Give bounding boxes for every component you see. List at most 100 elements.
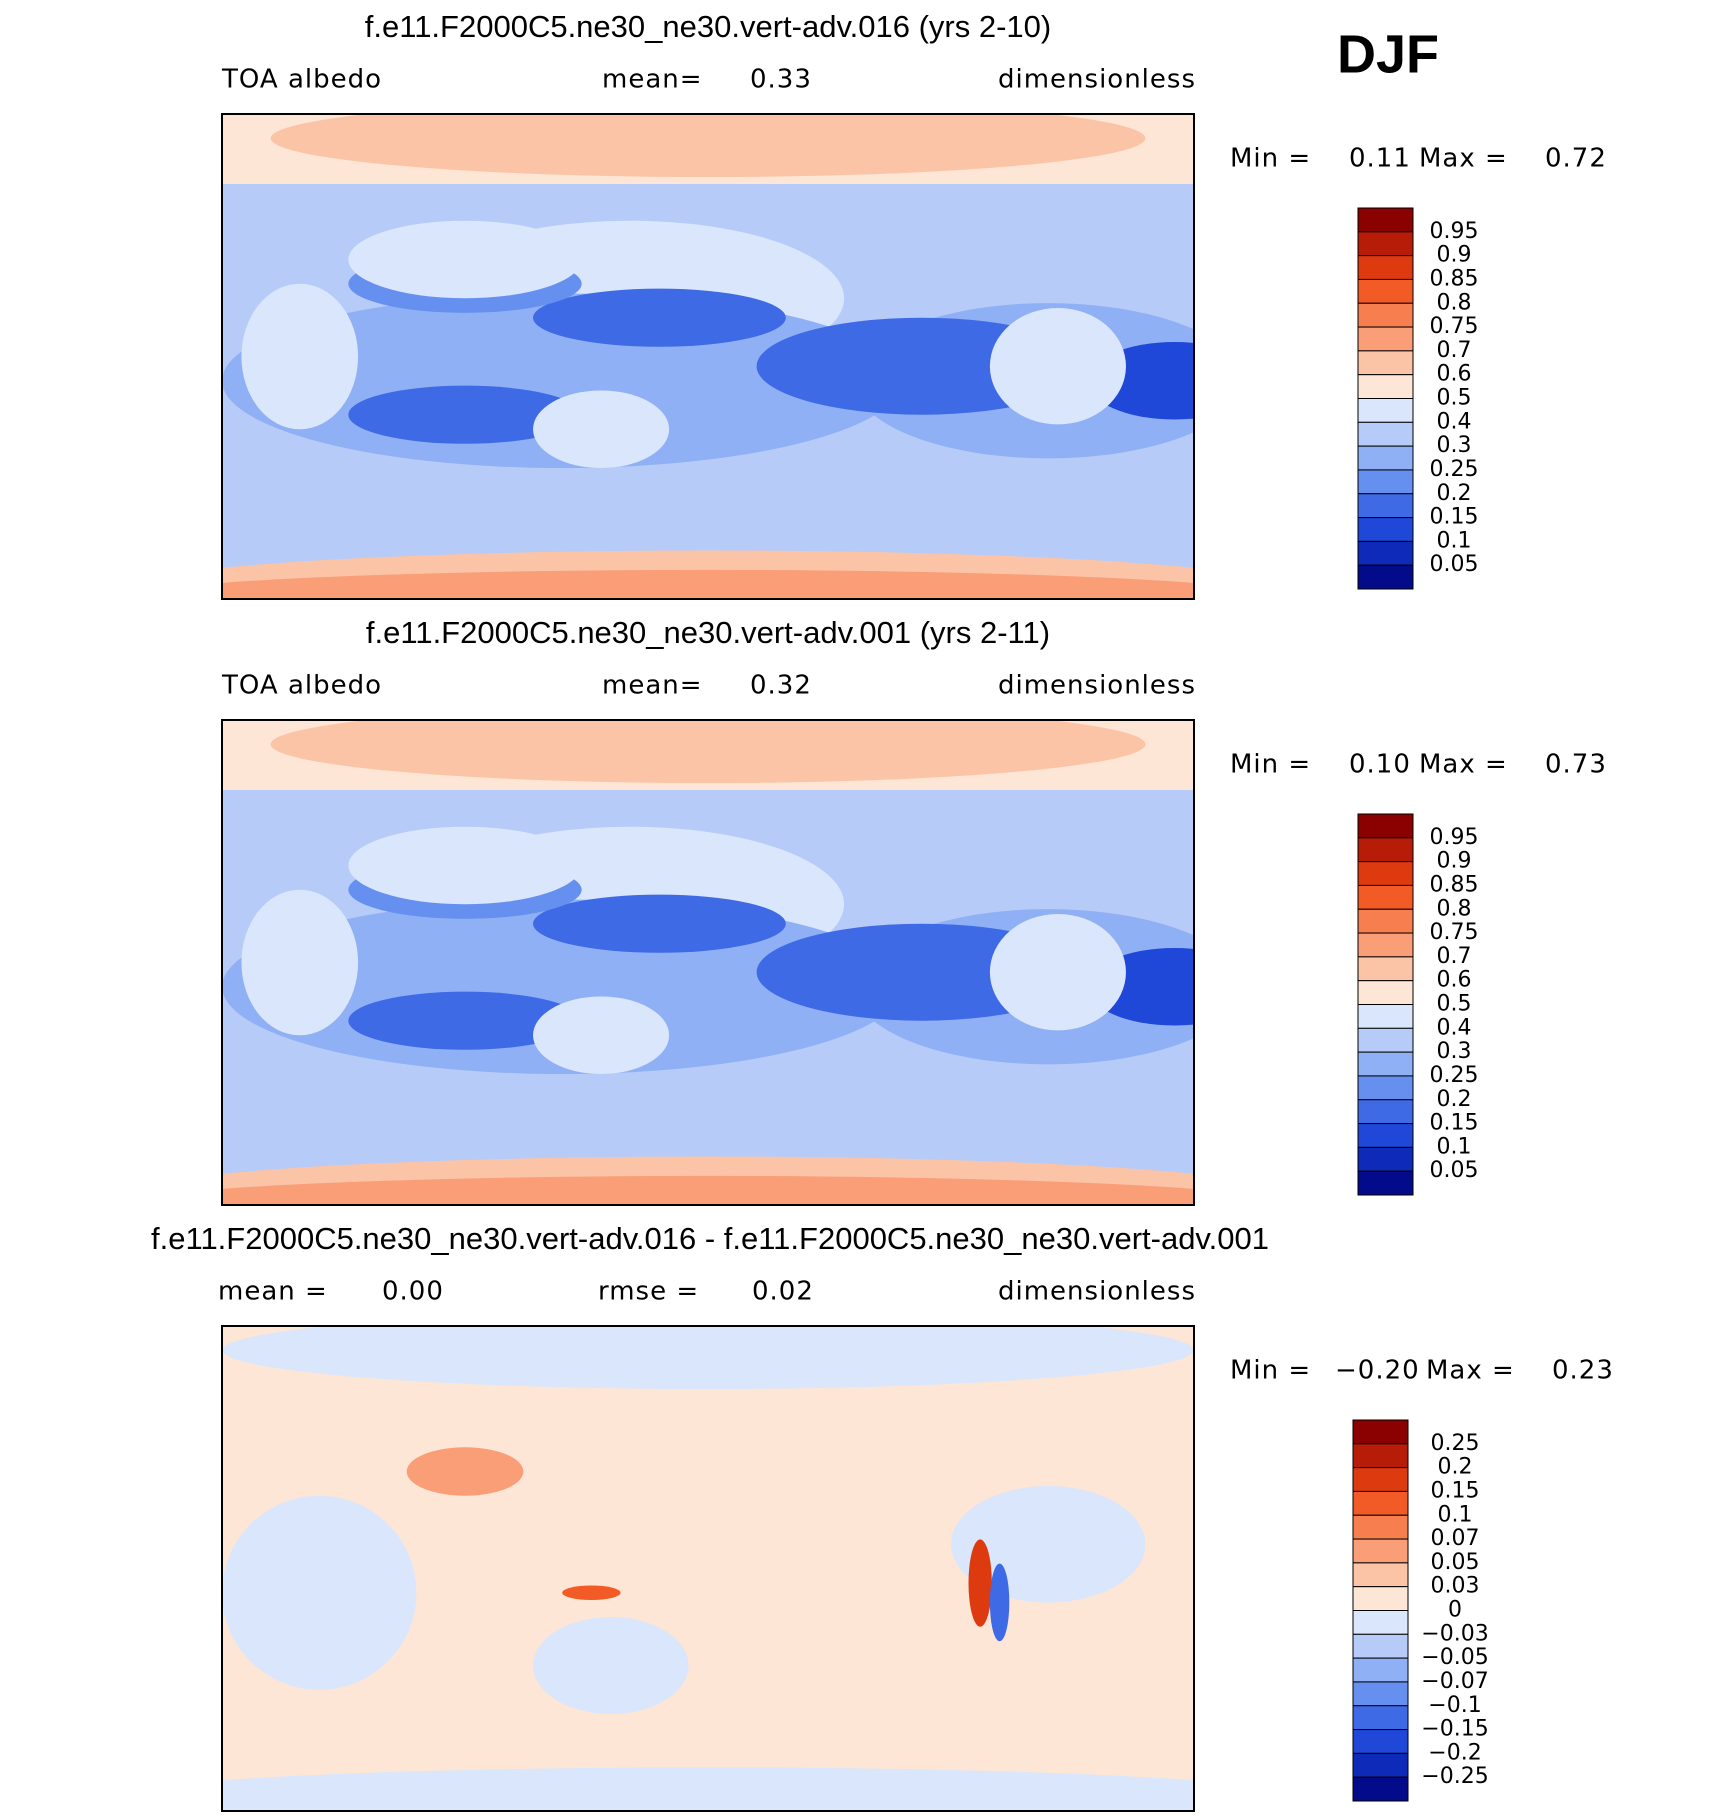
colorbar-label: −0.07 bbox=[1421, 1669, 1488, 1694]
colorbar-box bbox=[1357, 884, 1414, 910]
max-label: Max = bbox=[1426, 1356, 1515, 1386]
left-label: mean = bbox=[218, 1277, 328, 1307]
colorbar-box bbox=[1352, 1467, 1409, 1492]
contour bbox=[406, 1447, 524, 1496]
colorbar-box bbox=[1357, 255, 1414, 280]
max-label: Max = bbox=[1419, 750, 1508, 780]
colorbar-label: 0.5 bbox=[1437, 386, 1472, 411]
units: dimensionless bbox=[998, 1277, 1196, 1307]
colorbar-box bbox=[1357, 350, 1414, 376]
colorbar-label: −0.25 bbox=[1421, 1764, 1488, 1789]
contour bbox=[533, 894, 786, 953]
contour bbox=[241, 889, 359, 1036]
colorbar-label: 0.5 bbox=[1437, 992, 1472, 1017]
colorbar-label: −0.03 bbox=[1421, 1621, 1488, 1646]
left-label: TOA albedo bbox=[221, 671, 382, 701]
min-value: 0.10 bbox=[1349, 750, 1411, 780]
min-value: 0.11 bbox=[1349, 144, 1411, 174]
colorbar-label: 0.2 bbox=[1437, 1087, 1472, 1112]
colorbar-label: 0.75 bbox=[1430, 920, 1479, 945]
colorbar-box bbox=[1352, 1752, 1409, 1778]
colorbar-label: 0.25 bbox=[1431, 1431, 1480, 1456]
map-fill bbox=[222, 1326, 1194, 1811]
min-value: −0.20 bbox=[1335, 1356, 1420, 1386]
colorbar-box bbox=[1357, 1075, 1414, 1101]
center-value: 0.02 bbox=[752, 1277, 814, 1307]
colorbar-box bbox=[1357, 1051, 1414, 1077]
contour bbox=[533, 288, 786, 347]
colorbar-label: 0.15 bbox=[1430, 1111, 1479, 1136]
max-value: 0.23 bbox=[1552, 1356, 1614, 1386]
colorbar-label: 0.6 bbox=[1437, 968, 1472, 993]
colorbar-label: 0.8 bbox=[1437, 290, 1472, 315]
colorbar-box bbox=[1357, 1123, 1414, 1148]
colorbar-box bbox=[1357, 231, 1414, 257]
colorbar-box bbox=[1357, 207, 1414, 233]
colorbar-box bbox=[1352, 1633, 1409, 1659]
min-label: Min = bbox=[1230, 144, 1311, 174]
contour bbox=[533, 1617, 689, 1714]
colorbar-box bbox=[1357, 517, 1414, 542]
colorbar-label: 0.25 bbox=[1430, 1063, 1479, 1088]
center-label: mean= bbox=[602, 671, 703, 701]
colorbar-label: 0.03 bbox=[1431, 1574, 1480, 1599]
colorbar-box bbox=[1357, 837, 1414, 863]
contour bbox=[348, 826, 582, 905]
contour bbox=[222, 1326, 1194, 1390]
colorbar-box bbox=[1357, 932, 1414, 958]
contour bbox=[562, 1585, 621, 1601]
colorbar-label: 0.05 bbox=[1431, 1550, 1480, 1575]
colorbar-label: 0.4 bbox=[1437, 409, 1472, 434]
colorbar-box bbox=[1357, 908, 1414, 934]
colorbar-box bbox=[1352, 1514, 1409, 1540]
colorbar-label: 0.1 bbox=[1438, 1502, 1473, 1527]
colorbar-label: 0.2 bbox=[1438, 1455, 1473, 1480]
colorbar-box bbox=[1357, 956, 1414, 982]
colorbar-label: 0.1 bbox=[1437, 1134, 1472, 1159]
colorbar-box bbox=[1352, 1443, 1409, 1469]
mean-value: 0.00 bbox=[382, 1277, 444, 1307]
colorbar-box bbox=[1357, 1027, 1414, 1053]
max-label: Max = bbox=[1419, 144, 1508, 174]
colorbar-box bbox=[1357, 493, 1414, 519]
colorbar-label: 0.9 bbox=[1437, 243, 1472, 268]
min-label: Min = bbox=[1230, 1356, 1311, 1386]
colorbar-box bbox=[1352, 1610, 1409, 1635]
colorbar-box bbox=[1357, 469, 1414, 495]
panel-title: f.e11.F2000C5.ne30_ne30.vert-adv.001 (yr… bbox=[366, 615, 1050, 650]
colorbar-label: 0 bbox=[1448, 1598, 1462, 1623]
panel-title: f.e11.F2000C5.ne30_ne30.vert-adv.016 (yr… bbox=[365, 9, 1051, 44]
contour bbox=[989, 308, 1126, 425]
panel-title: f.e11.F2000C5.ne30_ne30.vert-adv.016 - f… bbox=[151, 1221, 1269, 1256]
colorbar-box bbox=[1357, 374, 1414, 399]
center-label: rmse = bbox=[598, 1277, 699, 1307]
colorbar-label: 0.3 bbox=[1437, 433, 1472, 458]
colorbar-label: 0.15 bbox=[1430, 505, 1479, 530]
colorbar-box bbox=[1357, 861, 1414, 886]
contour bbox=[270, 114, 1146, 178]
map-frame bbox=[221, 719, 1195, 1206]
min-label: Min = bbox=[1230, 750, 1311, 780]
colorbar-label: −0.05 bbox=[1421, 1645, 1488, 1670]
colorbar-label: 0.3 bbox=[1437, 1039, 1472, 1064]
colorbar-box bbox=[1352, 1538, 1409, 1564]
colorbar-label: 0.95 bbox=[1430, 825, 1479, 850]
max-value: 0.73 bbox=[1545, 750, 1607, 780]
colorbar-box bbox=[1352, 1657, 1409, 1683]
colorbar-label: 0.05 bbox=[1430, 1158, 1479, 1183]
colorbar-label: 0.4 bbox=[1437, 1015, 1472, 1040]
colorbar-box bbox=[1357, 813, 1414, 839]
colorbar-label: 0.8 bbox=[1437, 896, 1472, 921]
season-label: DJF bbox=[1337, 24, 1439, 84]
colorbar-box bbox=[1357, 540, 1414, 566]
colorbar-label: 0.25 bbox=[1430, 457, 1479, 482]
map-fill bbox=[222, 720, 1194, 1205]
colorbar-box bbox=[1357, 398, 1414, 423]
contour bbox=[348, 220, 582, 299]
center-label: mean= bbox=[602, 65, 703, 95]
units: dimensionless bbox=[998, 671, 1196, 701]
colorbar-box bbox=[1357, 326, 1414, 352]
colorbar-box bbox=[1352, 1419, 1409, 1445]
colorbar-box bbox=[1357, 1146, 1414, 1172]
